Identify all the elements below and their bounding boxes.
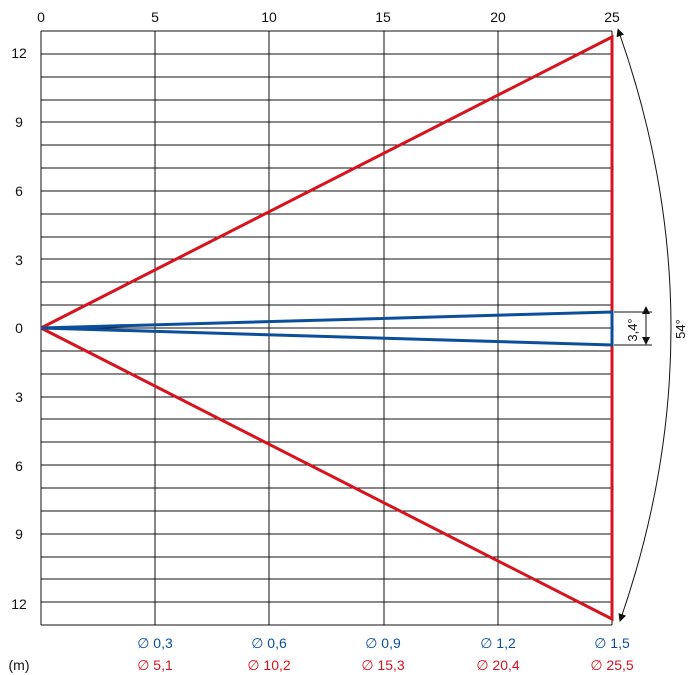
- diameter-narrow-10m: ∅ 0,6: [251, 635, 287, 651]
- y-tick-12-top: 12: [11, 45, 27, 61]
- narrow-angle-label: 3,4°: [625, 318, 640, 341]
- diameter-wide-10m: ∅ 10,2: [247, 657, 291, 673]
- diameter-narrow-5m: ∅ 0,3: [137, 635, 173, 651]
- diameter-wide-5m: ∅ 5,1: [137, 657, 173, 673]
- x-tick-5: 5: [151, 9, 159, 25]
- grid: [40, 30, 613, 626]
- narrow-beam-triangle: [40, 310, 614, 347]
- x-tick-15: 15: [375, 9, 391, 25]
- y-tick-0: 0: [15, 320, 23, 336]
- y-tick-12-bottom: 12: [11, 596, 27, 612]
- x-tick-0: 0: [37, 9, 45, 25]
- diameter-narrow-15m: ∅ 0,9: [365, 635, 401, 651]
- y-tick-6-bottom: 6: [15, 458, 23, 474]
- y-tick-6-top: 6: [15, 183, 23, 199]
- y-tick-3-top: 3: [15, 252, 23, 268]
- x-tick-25: 25: [604, 9, 620, 25]
- y-tick-9-bottom: 9: [15, 526, 23, 542]
- y-tick-3-bottom: 3: [15, 389, 23, 405]
- unit-label: (m): [9, 657, 30, 673]
- wide-angle-arc: [616, 28, 672, 622]
- diameter-narrow-20m: ∅ 1,2: [480, 635, 516, 651]
- x-tick-20: 20: [490, 9, 506, 25]
- y-tick-9-top: 9: [15, 114, 23, 130]
- diameter-wide-15m: ∅ 15,3: [361, 657, 405, 673]
- wide-angle-label: 54°: [673, 319, 688, 339]
- wide-angle-label-background: [672, 312, 688, 346]
- diameter-narrow-25m: ∅ 1,5: [594, 635, 630, 651]
- x-tick-10: 10: [261, 9, 277, 25]
- diameter-wide-20m: ∅ 20,4: [476, 657, 520, 673]
- diameter-wide-25m: ∅ 25,5: [590, 657, 634, 673]
